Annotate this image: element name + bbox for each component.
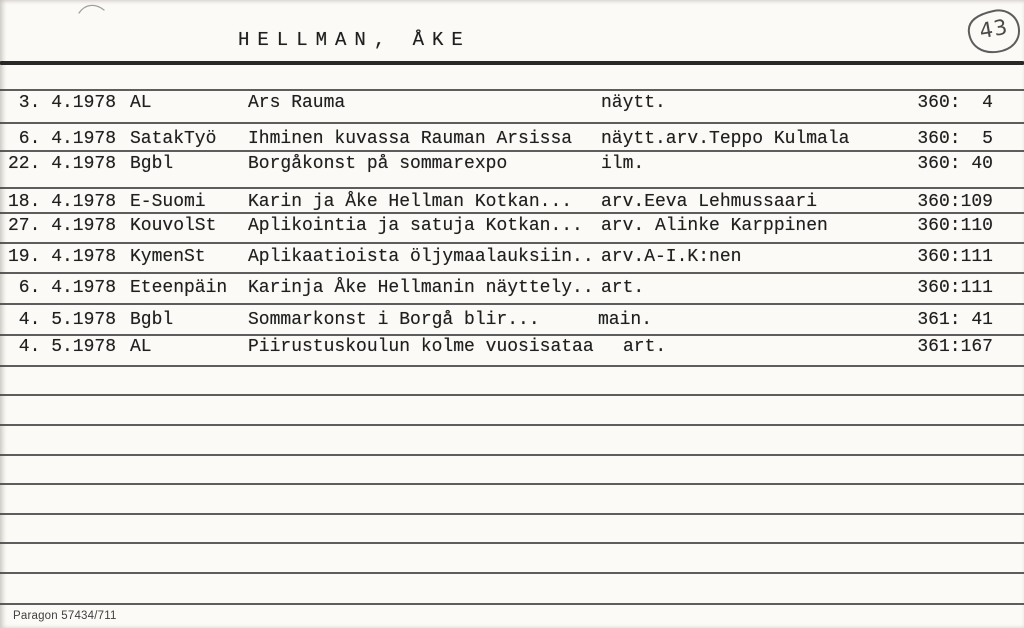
ruled-line bbox=[0, 424, 1024, 426]
cell-title: Karinja Åke Hellmanin näyttely.. bbox=[248, 278, 594, 298]
cell-source: Bgbl bbox=[130, 310, 174, 330]
cell-title: Borgåkonst på sommarexpo bbox=[248, 154, 508, 174]
cell-date: 19. 4.1978 bbox=[8, 247, 117, 267]
table-row: 6. 4.1978 SatakTyö Ihminen kuvassa Rauma… bbox=[0, 129, 1024, 151]
cell-annotation: main. bbox=[598, 310, 653, 330]
table-row: 6. 4.1978 Eteenpäin Karinja Åke Hellmani… bbox=[0, 278, 1024, 300]
ruled-line bbox=[0, 150, 1024, 152]
cell-annotation: arv.Eeva Lehmussaari bbox=[601, 192, 818, 212]
cell-source: E-Suomi bbox=[130, 192, 206, 212]
cell-date: 18. 4.1978 bbox=[8, 192, 117, 212]
page-title: HELLMAN, ÅKE bbox=[238, 29, 471, 51]
ruled-line bbox=[0, 365, 1024, 367]
ruled-line bbox=[0, 603, 1024, 605]
page-number-badge: 43 bbox=[964, 6, 1023, 58]
table-row: 4. 5.1978 Bgbl Sommarkonst i Borgå blir.… bbox=[0, 310, 1024, 332]
cell-ref: 360:111 bbox=[917, 247, 993, 267]
cell-source: Bgbl bbox=[130, 154, 174, 174]
ruled-line bbox=[0, 454, 1024, 456]
cell-date: 4. 5.1978 bbox=[8, 310, 117, 330]
ruled-line bbox=[0, 272, 1024, 274]
cell-date: 4. 5.1978 bbox=[8, 337, 117, 357]
imprint: Paragon 57434/711 bbox=[13, 610, 117, 622]
cell-title: Ars Rauma bbox=[248, 93, 346, 113]
cell-ref: 360:111 bbox=[917, 278, 993, 298]
pen-mark-icon bbox=[78, 4, 105, 14]
table-row: 4. 5.1978 AL Piirustuskoulun kolme vuosi… bbox=[0, 337, 1024, 359]
cell-annotation: art. bbox=[601, 278, 645, 298]
cell-source: AL bbox=[130, 93, 152, 113]
ruled-line bbox=[0, 572, 1024, 574]
cell-title: Piirustuskoulun kolme vuosisataa bbox=[248, 337, 594, 357]
cell-source: SatakTyö bbox=[130, 129, 217, 149]
ruled-line bbox=[0, 394, 1024, 396]
ruled-line bbox=[0, 212, 1024, 214]
cell-annotation: näytt. bbox=[601, 93, 666, 113]
ruled-line bbox=[0, 334, 1024, 336]
cell-title: Karin ja Åke Hellman Kotkan... bbox=[248, 192, 573, 212]
cell-date: 27. 4.1978 bbox=[8, 216, 117, 236]
cell-ref: 360:110 bbox=[917, 216, 993, 236]
ruled-line bbox=[0, 122, 1024, 124]
cell-source: KouvolSt bbox=[130, 216, 217, 236]
ruled-line bbox=[0, 187, 1024, 189]
cell-annotation: arv.A-I.K:nen bbox=[601, 247, 742, 267]
cell-title: Sommarkonst i Borgå blir... bbox=[248, 310, 540, 330]
cell-annotation: art. bbox=[623, 337, 667, 357]
ruled-line bbox=[0, 303, 1024, 305]
cell-ref: 360: 5 bbox=[917, 129, 993, 149]
ruled-line bbox=[0, 542, 1024, 544]
cell-date: 6. 4.1978 bbox=[8, 278, 117, 298]
header-divider bbox=[0, 61, 1024, 65]
cell-ref: 361: 41 bbox=[917, 310, 993, 330]
ruled-line bbox=[0, 483, 1024, 485]
ruled-line bbox=[0, 242, 1024, 244]
cell-annotation: arv. Alinke Karppinen bbox=[601, 216, 828, 236]
cell-ref: 360:109 bbox=[917, 192, 993, 212]
cell-date: 22. 4.1978 bbox=[8, 154, 117, 174]
cell-date: 6. 4.1978 bbox=[8, 129, 117, 149]
cell-title: Ihminen kuvassa Rauman Arsissa bbox=[248, 129, 573, 149]
table-row: 27. 4.1978 KouvolSt Aplikointia ja satuj… bbox=[0, 216, 1024, 238]
cell-annotation: ilm. bbox=[601, 154, 645, 174]
cell-ref: 360: 40 bbox=[917, 154, 993, 174]
ruled-line bbox=[0, 513, 1024, 515]
cell-ref: 361:167 bbox=[917, 337, 993, 357]
table-row: 22. 4.1978 Bgbl Borgåkonst på sommarexpo… bbox=[0, 154, 1024, 176]
table-row: 19. 4.1978 KymenSt Aplikaatioista öljyma… bbox=[0, 247, 1024, 269]
circle-icon bbox=[967, 9, 1020, 54]
cell-source: Eteenpäin bbox=[130, 278, 228, 298]
ruled-line bbox=[0, 89, 1024, 91]
cell-ref: 360: 4 bbox=[917, 93, 993, 113]
cell-title: Aplikaatioista öljymaalauksiin.. bbox=[248, 247, 594, 267]
table-row: 18. 4.1978 E-Suomi Karin ja Åke Hellman … bbox=[0, 192, 1024, 214]
cell-title: Aplikointia ja satuja Kotkan... bbox=[248, 216, 583, 236]
table-row: 3. 4.1978 AL Ars Rauma näytt. 360: 4 bbox=[0, 93, 1024, 115]
cell-source: KymenSt bbox=[130, 247, 206, 267]
cell-date: 3. 4.1978 bbox=[8, 93, 117, 113]
cell-annotation: näytt.arv.Teppo Kulmala bbox=[601, 129, 850, 149]
cell-source: AL bbox=[130, 337, 152, 357]
